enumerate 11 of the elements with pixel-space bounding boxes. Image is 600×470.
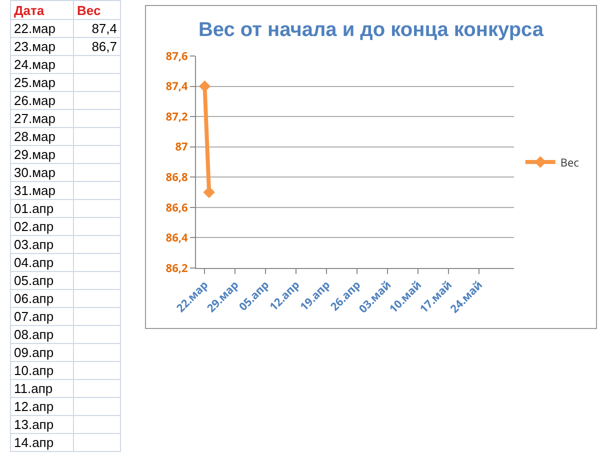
- y-tick-label: 86,2: [166, 260, 188, 276]
- y-tick-label: 86,6: [166, 200, 188, 216]
- y-tick-label: 86,8: [166, 170, 188, 185]
- legend-label: Вес: [560, 155, 579, 170]
- y-tick-label: 87,4: [166, 79, 188, 94]
- spreadsheet-table: Дата Вес 22.мар 87,4 23.мар 86,7 24.мар 25.мар 26.мар 27.мар 28.мар 29.мар 30.мар 31.мар 01.апр 02.апр 03.апр 04.апр 05.апр 06.апр 07.апр 08.апр 09.апр 10.апр 11.апр 12.апр 13.апр 14.апр: [10, 0, 121, 452]
- y-tick-label: 87,6: [166, 48, 188, 64]
- y-tick-label: 87: [175, 140, 188, 155]
- y-tick-label: 86,4: [166, 230, 188, 246]
- chart-title: Вес от начала и до конца конкурса: [198, 19, 544, 42]
- y-tick-label: 87,2: [166, 109, 188, 124]
